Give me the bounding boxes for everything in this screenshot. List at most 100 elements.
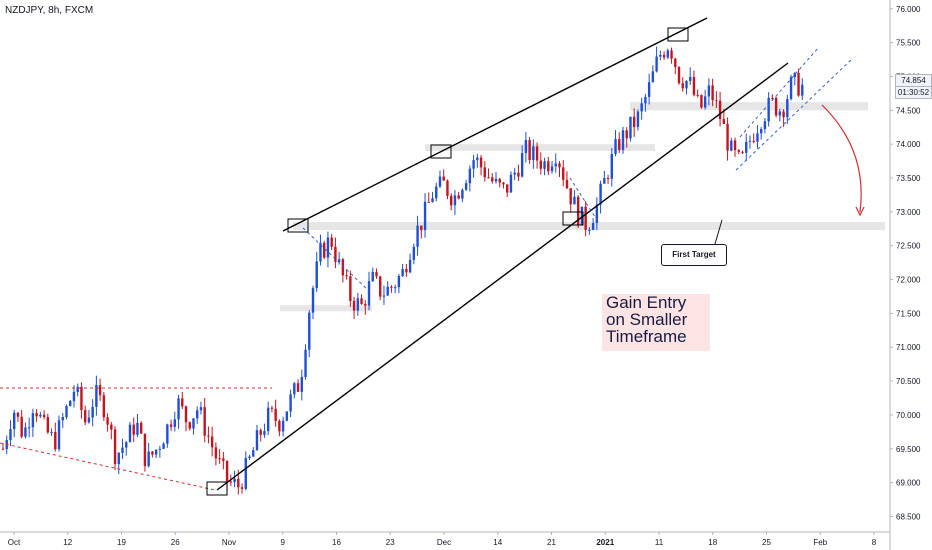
time-tick-label: Dec <box>437 538 451 547</box>
candle-body <box>562 167 565 180</box>
candle-body <box>35 413 38 417</box>
time-tick-label: 25 <box>762 538 771 547</box>
candle-body <box>266 407 270 432</box>
candle-body <box>535 146 539 161</box>
channel-upper-dashed <box>739 46 820 138</box>
candle-body <box>289 394 292 412</box>
time-tick-label: 21 <box>547 538 556 547</box>
candle-body <box>229 481 233 483</box>
candle-body <box>494 178 498 182</box>
time-tick-label: Nov <box>222 538 236 547</box>
target-arrow <box>821 104 862 213</box>
candle-body <box>334 246 337 262</box>
candle-body <box>700 95 703 108</box>
candle-body <box>449 195 453 206</box>
candle-body <box>506 184 509 193</box>
candle-body <box>453 195 457 206</box>
candle-body <box>210 436 214 448</box>
candle-body <box>543 161 546 169</box>
candle-body <box>139 422 143 434</box>
candle-body <box>520 152 524 177</box>
price-tick-label: 74.500 <box>896 106 921 115</box>
candle-body <box>565 179 569 189</box>
candle-body <box>57 420 61 450</box>
note-line-1: Gain Entry <box>606 293 687 312</box>
candle-body <box>674 58 677 67</box>
upper-trendline <box>282 17 708 232</box>
candle-body <box>371 272 374 282</box>
candle-body <box>390 286 393 288</box>
candle-body <box>240 487 244 489</box>
time-axis[interactable]: Oct 12 19 26 Nov 9 16 23 Dec 14 21 2021 11 18 25 Feb 8 <box>0 531 890 547</box>
price-tick-label: 72.500 <box>896 242 921 251</box>
candle-body <box>778 111 782 116</box>
candle-body <box>644 96 647 104</box>
candle-body <box>214 447 218 459</box>
candle-body <box>509 174 513 193</box>
price-zone <box>280 305 372 312</box>
candle-body <box>125 442 128 448</box>
support-dashed <box>0 442 216 491</box>
candle-body <box>311 288 315 313</box>
candle-body <box>352 300 356 311</box>
candle-body <box>793 72 796 77</box>
candle-body <box>323 242 326 258</box>
candle-body <box>618 139 621 150</box>
candle-body <box>181 398 184 407</box>
candle-body <box>569 188 572 205</box>
candle-body <box>659 54 662 57</box>
candle-body <box>102 395 106 418</box>
candle-body <box>733 140 737 151</box>
candle-body <box>244 457 247 489</box>
price-tick-label: 71.500 <box>896 309 921 318</box>
candle-body <box>647 82 651 97</box>
price-zone <box>630 102 868 111</box>
candle-body <box>677 66 681 84</box>
candle-body <box>304 349 307 378</box>
candles <box>1 46 804 495</box>
candle-body <box>554 163 557 167</box>
candle-body <box>345 275 348 277</box>
time-tick-label: 2021 <box>596 538 614 547</box>
candle-body <box>1 448 5 450</box>
candle-body <box>177 398 180 420</box>
price-tick-label: 73.500 <box>896 174 921 183</box>
candle-body <box>154 449 158 455</box>
candle-body <box>379 276 382 297</box>
candle-body <box>199 407 203 411</box>
pullback-channel-dashed <box>569 177 598 221</box>
candle-body <box>685 80 688 89</box>
candle-body <box>420 225 423 231</box>
candle-body <box>539 160 543 169</box>
candle-body <box>259 430 262 435</box>
candle-body <box>782 111 785 118</box>
candle-body <box>640 103 643 112</box>
candle-body <box>696 94 699 96</box>
candle-body <box>326 237 330 258</box>
candle-body <box>255 430 259 451</box>
candle-body <box>296 383 300 392</box>
candle-body <box>24 427 27 437</box>
candle-body <box>662 54 666 58</box>
candle-body <box>457 195 460 199</box>
pivot-box <box>430 144 452 159</box>
time-tick-label: 23 <box>386 538 395 547</box>
candle-body <box>707 85 711 97</box>
channel-lower-dashed <box>735 57 854 171</box>
candle-body <box>558 163 561 168</box>
price-tick-label: 73.000 <box>896 208 921 217</box>
candle-body <box>408 259 412 273</box>
candle-body <box>16 412 20 417</box>
candle-body <box>132 424 135 435</box>
price-tick-label: 70.500 <box>896 377 921 386</box>
candle-body <box>308 312 311 350</box>
candle-body <box>136 422 139 435</box>
price-tick-label: 75.500 <box>896 39 921 48</box>
pivot-box <box>287 218 309 233</box>
candle-body <box>169 424 173 427</box>
candle-body <box>752 140 755 142</box>
pivot-box <box>206 481 228 496</box>
candle-body <box>789 76 793 100</box>
candle-body <box>293 383 296 395</box>
